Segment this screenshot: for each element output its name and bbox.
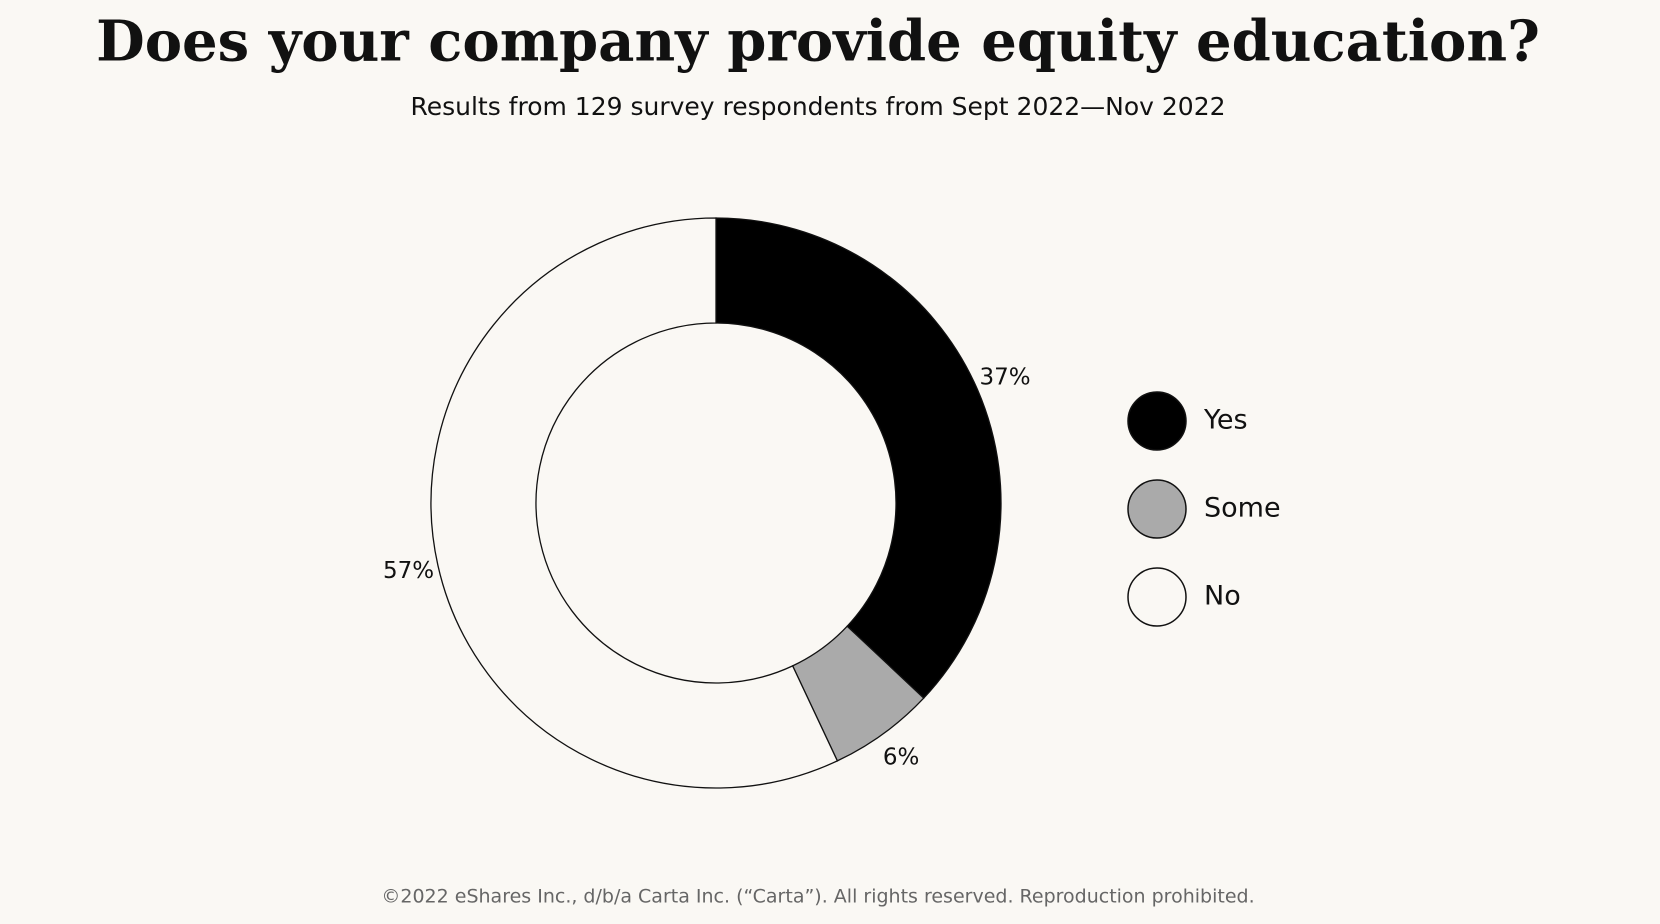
legend-label: Some: [1204, 493, 1281, 524]
legend-label: No: [1204, 581, 1241, 612]
legend-swatch: [1127, 479, 1187, 539]
slice: [430, 217, 839, 789]
value-label: 37%: [980, 364, 1031, 390]
value-label: 6%: [883, 744, 920, 770]
legend-label: Yes: [1203, 405, 1248, 436]
legend-swatch: [1127, 567, 1187, 627]
chart-subtitle: Results from 129 survey respondents from…: [410, 92, 1225, 121]
value-label: 57%: [383, 558, 434, 584]
slice: [715, 217, 1002, 700]
legend-swatch: [1127, 391, 1187, 451]
footer: ©2022 eShares Inc., d/b/a Carta Inc. (“C…: [381, 886, 1254, 908]
chart-title: Does your company provide equity educati…: [96, 9, 1540, 75]
